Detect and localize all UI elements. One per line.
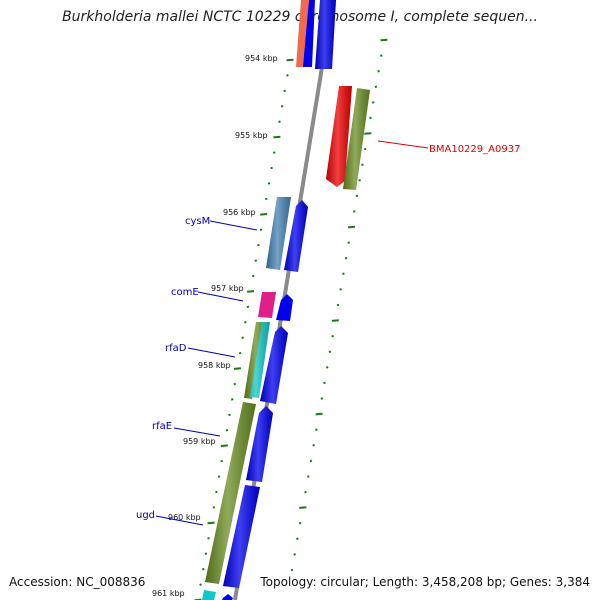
tick-mark	[299, 506, 307, 509]
tick-mark	[369, 116, 372, 120]
tick-mark	[339, 288, 342, 291]
gene-feature[interactable]	[258, 292, 276, 318]
tick-mark	[199, 583, 202, 586]
tick-mark	[371, 101, 375, 104]
tick-mark	[220, 444, 228, 447]
tick-mark	[207, 521, 215, 525]
tick-mark	[347, 225, 356, 229]
tick-mark	[380, 54, 383, 57]
tick-label: 956 kbp	[223, 208, 256, 217]
tick-mark	[230, 398, 234, 401]
tick-mark	[267, 182, 271, 185]
tick-mark	[251, 274, 255, 278]
gene-label-bma10229-a0937[interactable]: BMA10229_A0937	[429, 144, 520, 155]
tick-mark	[207, 537, 210, 540]
gene-label-cysm[interactable]: cysM	[185, 216, 210, 227]
tick-mark	[212, 506, 216, 509]
tick-mark	[344, 256, 348, 260]
tick-mark	[228, 413, 231, 417]
tick-mark	[325, 366, 329, 369]
label-leader-line	[197, 291, 244, 302]
tick-mark	[272, 151, 276, 154]
label-leader-line	[173, 427, 221, 437]
gene-label-rfad[interactable]: rfaD	[165, 343, 187, 354]
label-leader-line	[209, 220, 258, 231]
tick-label: 959 kbp	[183, 437, 216, 446]
tick-mark	[265, 197, 268, 201]
tick-mark	[320, 397, 324, 400]
tick-mark	[215, 490, 218, 494]
tick-mark	[358, 179, 361, 182]
accession-text: Accession: NC_008836	[9, 575, 146, 589]
gene-feature[interactable]	[303, 0, 315, 67]
tick-mark	[352, 210, 356, 213]
tick-mark	[260, 213, 268, 216]
tick-mark	[270, 166, 273, 170]
tick-mark	[312, 444, 315, 447]
tick-mark	[355, 194, 359, 198]
tick-mark	[377, 69, 380, 73]
gene-label-come[interactable]: comE	[171, 287, 199, 298]
tick-mark	[217, 475, 221, 478]
tick-mark	[241, 336, 244, 339]
label-leader-line	[187, 347, 236, 358]
tick-mark	[331, 319, 339, 322]
tick-mark	[361, 163, 364, 166]
tick-mark	[204, 552, 208, 555]
tick-mark	[290, 568, 294, 572]
tick-mark	[293, 553, 296, 556]
tick-mark	[257, 243, 260, 247]
tick-mark	[347, 241, 351, 244]
tick-label: 961 kbp	[152, 589, 185, 598]
tick-mark	[280, 105, 284, 108]
tick-mark	[286, 58, 294, 62]
tick-mark	[315, 412, 323, 416]
tick-mark	[273, 135, 281, 139]
cds-feature[interactable]	[276, 294, 293, 321]
tick-mark	[342, 272, 345, 276]
gene-feature[interactable]	[202, 590, 216, 600]
tick-label: 955 kbp	[235, 131, 268, 140]
tick-mark	[380, 38, 388, 42]
tick-mark	[296, 537, 299, 541]
tick-mark	[323, 381, 326, 385]
tick-mark	[247, 290, 255, 293]
tick-mark	[259, 228, 263, 231]
gene-label-rfae[interactable]: rfaE	[152, 421, 172, 432]
tick-mark	[304, 490, 307, 494]
tick-mark	[238, 351, 242, 355]
tick-mark	[225, 429, 229, 432]
tick-mark	[328, 350, 332, 354]
tick-mark	[331, 334, 334, 338]
tick-label: 958 kbp	[198, 361, 231, 370]
tick-mark	[233, 382, 237, 386]
tick-mark	[363, 147, 367, 151]
tick-mark	[246, 305, 250, 309]
tick-label: 957 kbp	[211, 284, 244, 293]
tick-mark	[298, 521, 302, 525]
tick-mark	[220, 459, 223, 463]
tick-label: 954 kbp	[245, 54, 278, 63]
tick-mark	[315, 428, 318, 431]
tick-mark	[278, 120, 281, 123]
tick-mark	[233, 367, 241, 370]
topology-text: Topology: circular; Length: 3,458,208 bp…	[260, 575, 590, 589]
tick-mark	[254, 259, 258, 262]
tick-mark	[306, 475, 310, 478]
tick-mark	[202, 567, 205, 571]
tick-mark	[336, 303, 340, 307]
tick-mark	[286, 74, 289, 77]
tick-marks-right	[290, 38, 388, 572]
label-leader-line	[377, 140, 429, 149]
tick-mark	[309, 459, 313, 463]
label-leader-line	[155, 515, 204, 526]
tick-label: 960 kbp	[168, 513, 201, 522]
cds-feature[interactable]	[222, 594, 233, 600]
tick-mark	[244, 321, 247, 324]
tick-mark	[283, 89, 286, 93]
tick-mark	[374, 85, 378, 89]
tick-mark	[364, 132, 372, 135]
gene-label-ugd[interactable]: ugd	[136, 510, 155, 521]
